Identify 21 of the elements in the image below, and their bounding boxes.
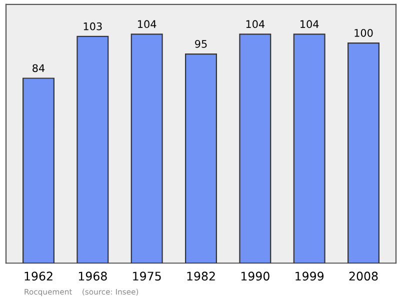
- bar: [22, 78, 54, 264]
- x-tick-label: 1982: [187, 272, 215, 281]
- x-tick-label: 2008: [349, 272, 378, 281]
- x-tick-label: 1968: [78, 272, 107, 281]
- x-tick-label: 1962: [24, 272, 52, 281]
- bar: [348, 42, 380, 264]
- data-label: 100: [354, 28, 373, 37]
- data-label: 103: [84, 22, 102, 30]
- data-label: 95: [195, 40, 207, 48]
- x-tick-label: 1990: [241, 272, 270, 281]
- data-label: 84: [32, 64, 45, 72]
- data-label: 104: [246, 20, 265, 28]
- x-tick-label: 1975: [133, 272, 161, 281]
- bar: [239, 34, 272, 264]
- x-tick-label: 1999: [296, 272, 324, 281]
- bar: [293, 34, 326, 264]
- data-label: 104: [300, 20, 319, 28]
- bar: [130, 34, 163, 264]
- data-label: 104: [138, 20, 156, 28]
- bar: [76, 36, 109, 264]
- bar: [185, 53, 217, 264]
